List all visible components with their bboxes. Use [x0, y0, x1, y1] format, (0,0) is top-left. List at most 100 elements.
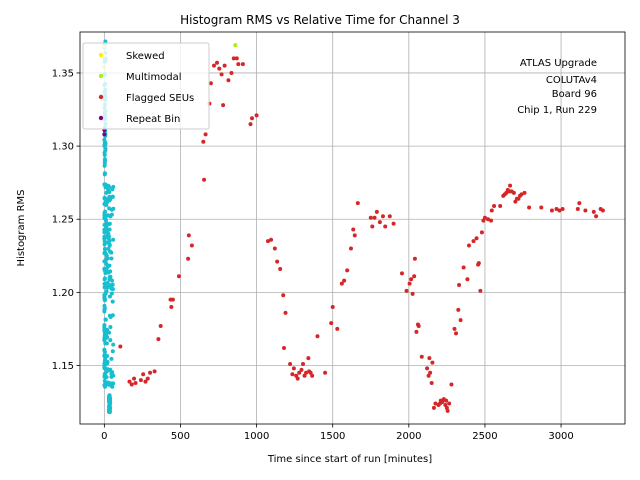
- y-tick-label: 1.35: [52, 68, 74, 79]
- unflagged-point: [102, 234, 107, 239]
- y-tick-label: 1.15: [52, 361, 74, 372]
- flagged-seus-point: [355, 201, 360, 206]
- flagged-seus-point: [428, 370, 433, 375]
- flagged-seus-point: [133, 381, 138, 386]
- flagged-seus-point: [219, 72, 224, 77]
- unflagged-point: [102, 282, 107, 287]
- flagged-seus-point: [222, 63, 227, 68]
- flagged-seus-point: [410, 291, 415, 296]
- unflagged-point: [102, 325, 107, 330]
- flagged-seus-point: [414, 329, 419, 334]
- unflagged-point: [110, 299, 115, 304]
- legend-label-multimodal: Multimodal: [126, 72, 182, 83]
- flagged-seus-point: [118, 344, 123, 349]
- unflagged-point: [107, 294, 112, 299]
- unflagged-point: [102, 250, 107, 255]
- flagged-seus-point: [143, 379, 148, 384]
- annotation-line-2: COLUTAv4: [546, 75, 597, 86]
- flagged-seus-point: [454, 331, 459, 336]
- flagged-seus-point: [156, 337, 161, 342]
- unflagged-point: [110, 287, 115, 292]
- flagged-seus-point: [419, 354, 424, 359]
- flagged-seus-point: [600, 208, 605, 213]
- unflagged-point: [107, 396, 112, 401]
- unflagged-point: [106, 183, 111, 188]
- flagged-seus-point: [430, 360, 435, 365]
- plot-frame: [79, 31, 626, 425]
- flagged-seus-point: [315, 334, 320, 339]
- flagged-seus-point: [186, 233, 191, 238]
- flagged-seus-point: [352, 233, 357, 238]
- unflagged-point: [107, 402, 112, 407]
- unflagged-point: [102, 295, 107, 300]
- flagged-seus-point: [170, 297, 175, 302]
- run-annotation: ATLAS Upgrade COLUTAv4 Board 96 Chip 1, …: [517, 58, 597, 116]
- unflagged-point: [110, 282, 115, 287]
- flagged-seus-point: [407, 281, 412, 286]
- flagged-seus-point: [575, 206, 580, 211]
- unflagged-point: [102, 246, 107, 251]
- flagged-seus-point: [476, 261, 481, 266]
- unflagged-point: [102, 307, 107, 312]
- unflagged-point: [110, 384, 115, 389]
- flagged-seus-point: [299, 367, 304, 372]
- flagged-seus-point: [372, 215, 377, 220]
- unflagged-point: [111, 342, 116, 347]
- flagged-seus-point: [189, 243, 194, 248]
- unflagged-point: [109, 291, 114, 296]
- unflagged-point: [102, 298, 107, 303]
- y-tick-label: 1.20: [52, 288, 74, 299]
- flagged-seus-point: [380, 214, 385, 219]
- legend-label-repeat-bin: Repeat Bin: [126, 114, 180, 125]
- flagged-seus-point: [427, 356, 432, 361]
- flagged-seus-point: [231, 56, 236, 61]
- flagged-seus-point: [449, 382, 454, 387]
- flagged-seus-point: [452, 326, 457, 331]
- unflagged-point: [102, 285, 107, 290]
- flagged-seus-point: [412, 274, 417, 279]
- flagged-seus-point: [145, 376, 150, 381]
- flagged-seus-point: [444, 398, 449, 403]
- flagged-seus-point: [416, 324, 421, 328]
- unflagged-point: [102, 276, 107, 281]
- legend-marker-skewed: [98, 52, 104, 58]
- unflagged-point: [109, 356, 114, 361]
- unflagged-point: [103, 146, 108, 151]
- annotation-line-1: ATLAS Upgrade: [520, 58, 597, 69]
- tick-layer: 0 500 1000 1500 2000 2500 3000 1.15 1.20 1.25 1.30…: [52, 68, 574, 442]
- flagged-seus-point: [269, 237, 274, 242]
- repeat-bin-point: [102, 132, 107, 137]
- flagged-seus-point: [489, 218, 494, 223]
- legend-marker-flagged-seus: [98, 94, 104, 100]
- annotation-line-4: Chip 1, Run 229: [517, 105, 597, 116]
- flagged-seus-point: [295, 376, 300, 381]
- x-tick-label: 500: [171, 431, 190, 442]
- flagged-seus-point: [522, 190, 527, 195]
- unflagged-point: [107, 206, 112, 211]
- flagged-seus-point: [447, 401, 452, 406]
- flagged-seus-point: [281, 345, 286, 350]
- flagged-seus-point: [201, 139, 206, 144]
- flagged-seus-point: [527, 205, 532, 210]
- unflagged-point: [102, 140, 107, 145]
- unflagged-point: [103, 291, 108, 296]
- legend-box: [82, 42, 210, 130]
- unflagged-point: [107, 242, 112, 247]
- flagged-seus-point: [404, 288, 409, 293]
- flagged-seus-point: [412, 256, 417, 261]
- flagged-seus-point: [141, 372, 146, 377]
- unflagged-point: [102, 239, 107, 244]
- unflagged-point: [102, 383, 107, 388]
- unflagged-point: [104, 341, 109, 346]
- flagged-seus-point: [368, 215, 373, 220]
- unflagged-point: [108, 338, 113, 343]
- unflagged-point: [103, 317, 108, 322]
- x-tick-label: 2500: [472, 431, 497, 442]
- flagged-seus-point: [583, 208, 588, 213]
- flagged-seus-point: [291, 366, 296, 371]
- flagged-seus-point: [465, 277, 470, 282]
- flagged-seus-point: [519, 192, 524, 197]
- flagged-seus-point: [323, 370, 328, 375]
- flagged-seus-point: [554, 206, 559, 211]
- legend-marker-multimodal: [98, 73, 104, 79]
